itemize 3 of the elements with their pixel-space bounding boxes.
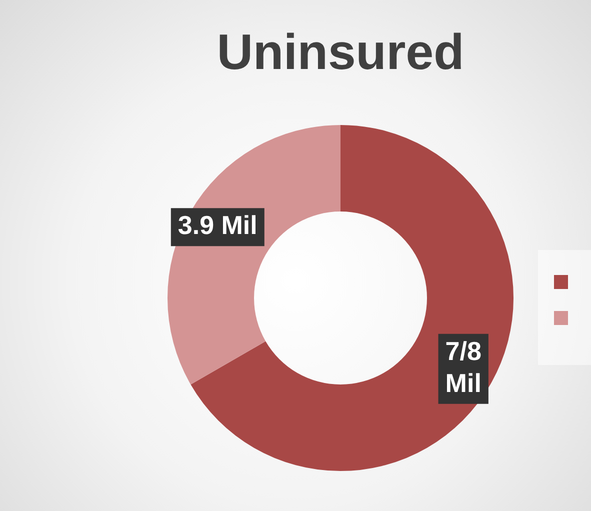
chart-title: Uninsured xyxy=(216,24,464,80)
data-label: 7/8 Mil xyxy=(445,336,482,398)
data-label: 3.9 Mil xyxy=(178,210,258,240)
